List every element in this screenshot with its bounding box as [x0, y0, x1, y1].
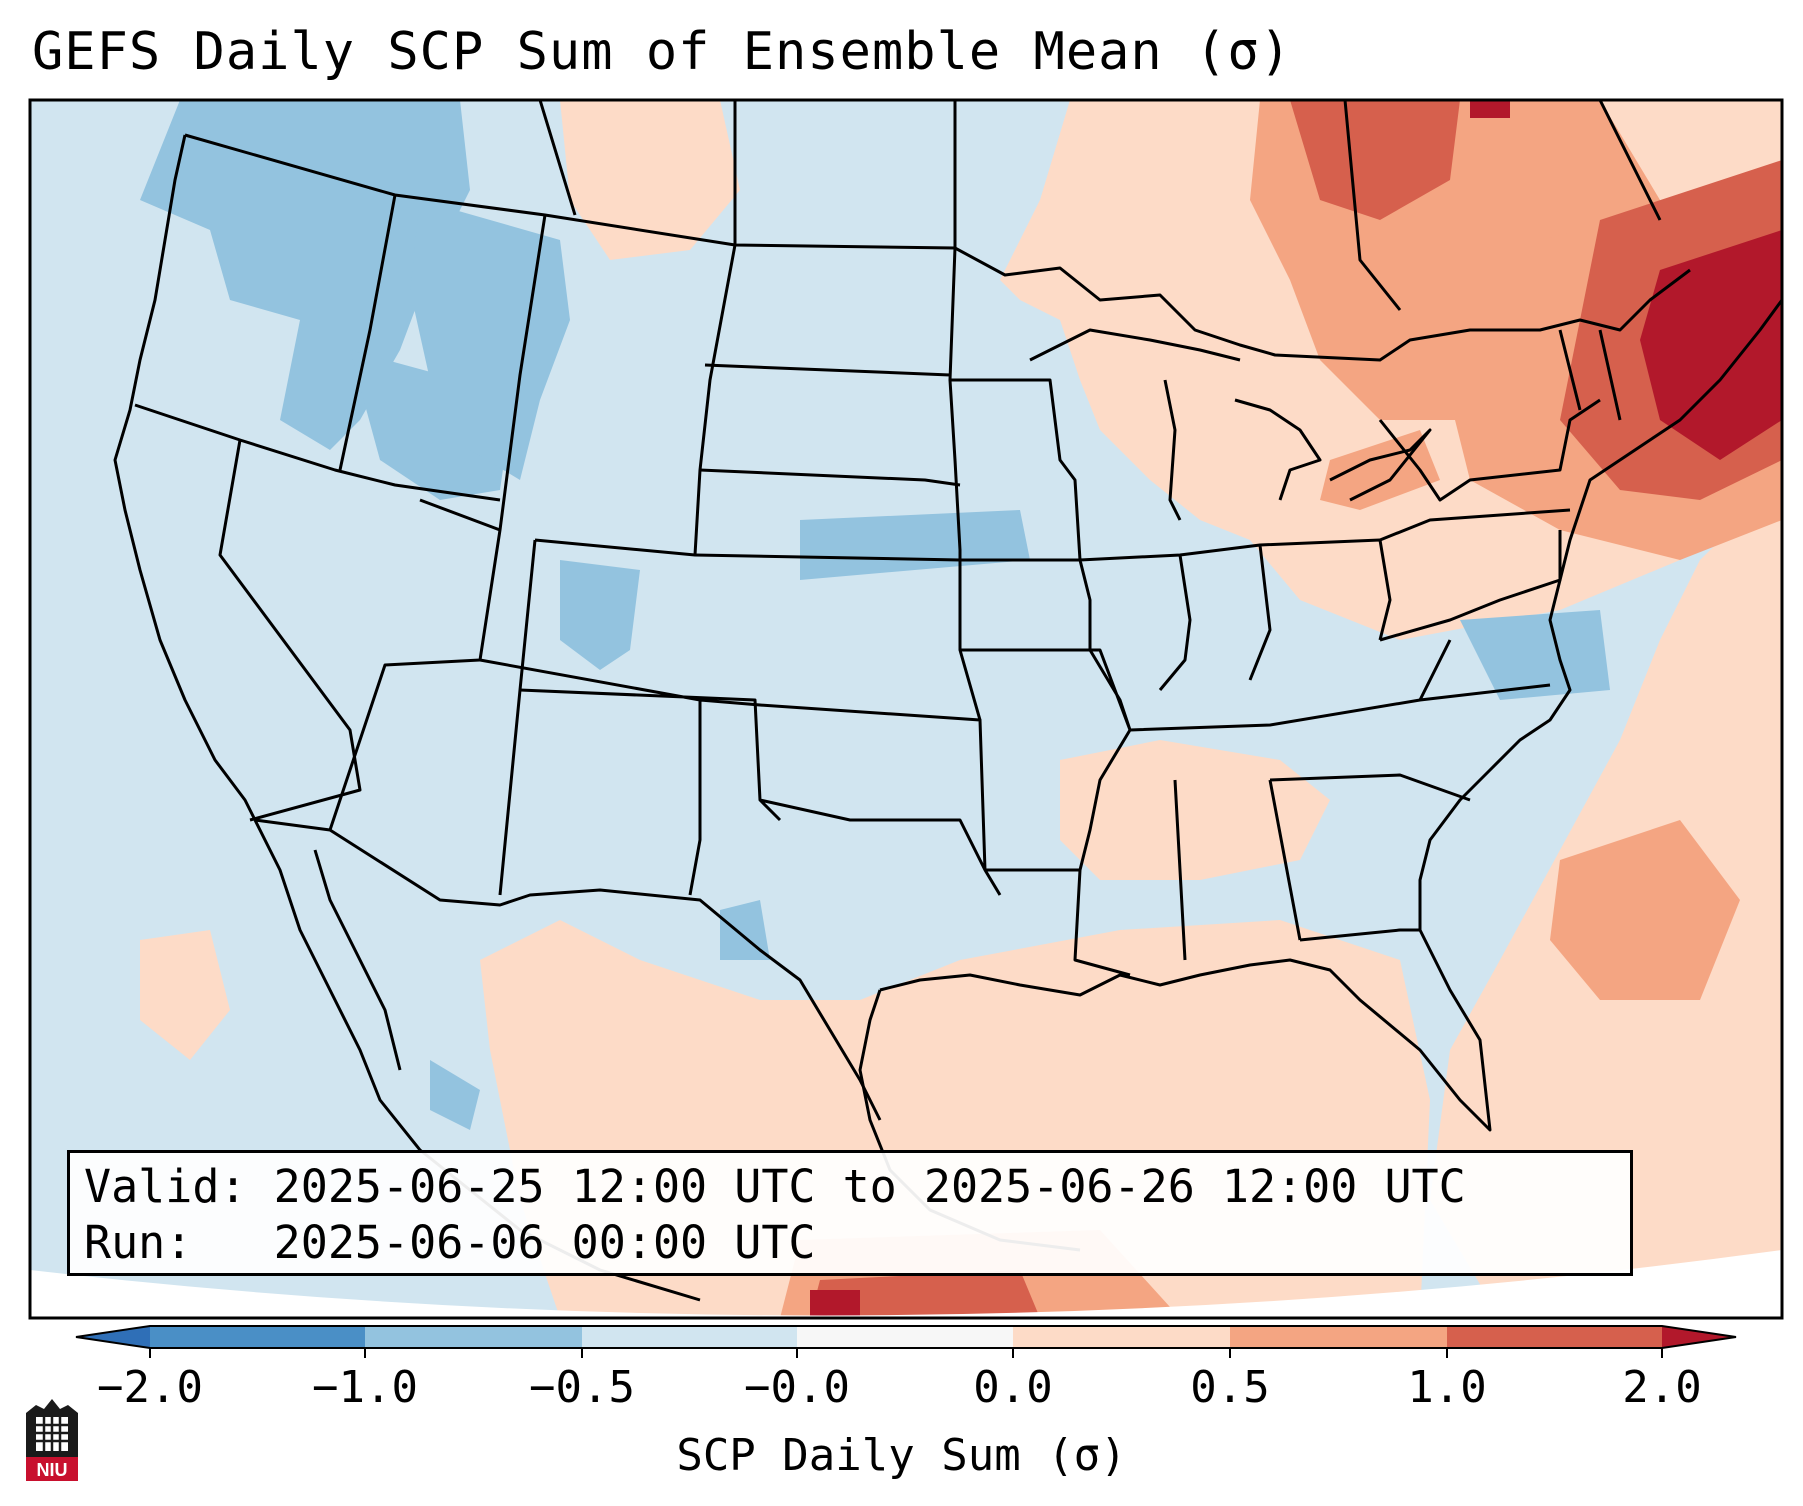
page-title: GEFS Daily SCP Sum of Ensemble Mean (σ) — [32, 22, 1292, 82]
great-lakes-shoreline — [1029, 328, 1432, 521]
anomaly-region-yucatan-max — [810, 1290, 860, 1318]
anomaly-region-yucatan — [810, 1270, 1040, 1318]
map-panel — [30, 100, 1782, 1318]
colorbar-bin — [797, 1326, 1013, 1348]
valid-run-info-box: Valid: 2025-06-25 12:00 UTC to 2025-06-2… — [67, 1150, 1633, 1276]
run-time: 2025-06-06 00:00 UTC — [273, 1216, 816, 1269]
colorbar-bin — [1230, 1326, 1447, 1348]
anomaly-region-quebec — [1290, 100, 1460, 220]
anomaly-region-hudson-max — [1470, 100, 1510, 118]
colorbar-extend-high — [1662, 1326, 1736, 1348]
anomaly-region-wyoming — [410, 200, 570, 480]
valid-label: Valid: — [84, 1160, 247, 1213]
colorbar-bin — [150, 1326, 365, 1348]
map-frame — [28, 98, 1784, 1320]
colorbar-tick-label: 0.5 — [1190, 1362, 1270, 1413]
baja-peninsula — [313, 849, 402, 1071]
niu-logo: NIU — [26, 1399, 78, 1481]
us-canada-border — [184, 133, 1691, 362]
anomaly-region-montana — [560, 100, 740, 260]
valid-time: 2025-06-25 12:00 UTC to 2025-06-26 12:00… — [273, 1160, 1466, 1213]
colorbar-tick-label: −1.0 — [312, 1362, 418, 1413]
anomaly-region-baja — [430, 1060, 480, 1130]
state-line-south — [985, 683, 1551, 977]
colorbar-tick-label: 2.0 — [1622, 1362, 1702, 1413]
us-mexico-border — [254, 818, 882, 1121]
projection-edge — [30, 1250, 1782, 1318]
colorbar — [75, 1325, 1737, 1358]
state-line-midwest — [950, 378, 1392, 731]
anomaly-region-maine-max — [1640, 230, 1782, 460]
negative-anomaly-regions — [140, 100, 1610, 1130]
anomaly-region-chesapeake — [1460, 610, 1610, 700]
canada-province-lines — [538, 100, 1662, 311]
colorbar-tick-label: 1.0 — [1407, 1362, 1487, 1413]
anomaly-region-colorado — [560, 560, 640, 670]
us-west-coast — [113, 134, 257, 821]
colorbar-tick-label: 0.0 — [973, 1362, 1053, 1413]
colorbar-extend-low — [76, 1326, 150, 1348]
colorbar-label: SCP Daily Sum (σ) — [676, 1430, 1127, 1481]
anomaly-region-nebraska — [800, 510, 1030, 580]
atlantic-coast — [1418, 299, 1782, 930]
state-line-southwest — [479, 658, 1002, 896]
colorbar-tick-label: −0.5 — [529, 1362, 635, 1413]
anomaly-region-texas — [720, 900, 770, 960]
colorbar-tick-label: −0.0 — [744, 1362, 850, 1413]
anomaly-region-idaho — [350, 350, 510, 500]
anomaly-region-southeast — [1060, 740, 1330, 880]
colorbar-bin — [1013, 1326, 1230, 1348]
colorbar-tick-label: −2.0 — [97, 1362, 203, 1413]
anomaly-region-pacific — [140, 930, 230, 1060]
state-line-plains — [694, 247, 1080, 721]
colorbar-bin — [365, 1326, 582, 1348]
state-line-east — [1378, 329, 1622, 701]
colorbar-bin — [582, 1326, 797, 1348]
run-label: Run: — [84, 1216, 193, 1269]
svg-text:NIU: NIU — [37, 1460, 68, 1480]
anomaly-region-offshore — [1550, 820, 1740, 1000]
state-line-westcoast-interior — [134, 403, 501, 822]
colorbar-bin — [1447, 1326, 1662, 1348]
